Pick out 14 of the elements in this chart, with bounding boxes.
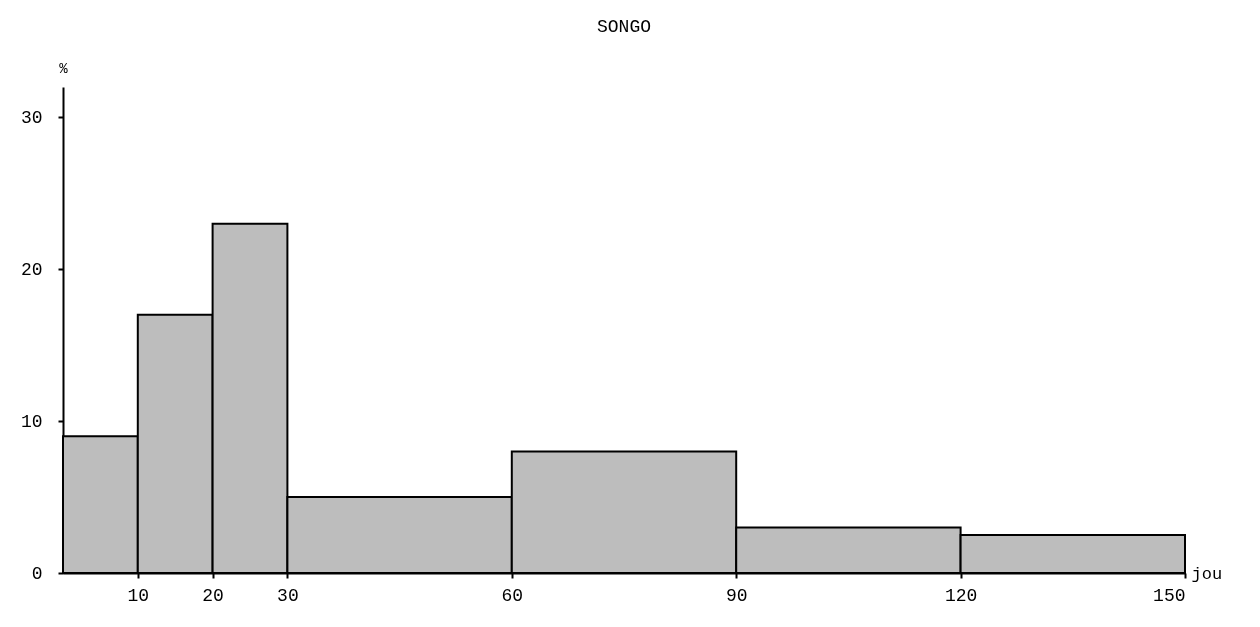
x-tick-label: 90 <box>725 585 748 606</box>
x-tick-label: 120 <box>944 585 978 606</box>
y-tick-label: 20 <box>20 259 43 280</box>
chart-title: SONGO <box>596 17 652 37</box>
y-tick-label: 30 <box>20 107 43 128</box>
y-axis-title: % <box>59 60 69 77</box>
x-tick-label: 150 <box>1153 585 1186 606</box>
y-tick-label: 10 <box>20 411 43 432</box>
x-tick-label: 60 <box>501 585 524 606</box>
x-tick-label: 20 <box>202 585 224 606</box>
x-tick-label: 10 <box>127 585 150 606</box>
y-tick-label: 0 <box>31 563 43 584</box>
x-tick-label: 30 <box>277 585 299 606</box>
x-axis-title: jou <box>1191 564 1223 584</box>
